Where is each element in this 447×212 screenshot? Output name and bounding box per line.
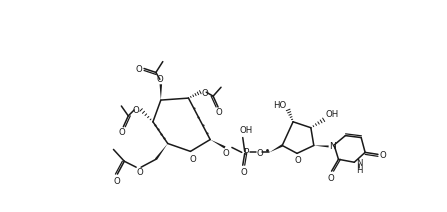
Polygon shape bbox=[314, 145, 329, 148]
Text: O: O bbox=[202, 89, 209, 98]
Text: O: O bbox=[216, 108, 223, 117]
Text: O: O bbox=[223, 149, 229, 158]
Text: O: O bbox=[113, 177, 120, 186]
Text: O: O bbox=[295, 156, 301, 165]
Text: O: O bbox=[240, 168, 247, 177]
Text: O: O bbox=[119, 128, 126, 137]
Polygon shape bbox=[210, 139, 226, 149]
Text: OH: OH bbox=[239, 126, 252, 135]
Text: N: N bbox=[329, 142, 336, 151]
Polygon shape bbox=[160, 84, 162, 100]
Polygon shape bbox=[270, 144, 283, 152]
Text: O: O bbox=[327, 174, 334, 183]
Text: O: O bbox=[256, 149, 263, 158]
Text: HO: HO bbox=[273, 100, 286, 110]
Text: O: O bbox=[133, 106, 139, 116]
Text: O: O bbox=[156, 75, 163, 84]
Text: OH: OH bbox=[326, 110, 339, 119]
Text: O: O bbox=[137, 168, 143, 177]
Text: O: O bbox=[380, 151, 386, 160]
Text: O: O bbox=[136, 65, 143, 74]
Text: N: N bbox=[356, 159, 363, 168]
Text: O: O bbox=[189, 155, 196, 164]
Polygon shape bbox=[155, 144, 168, 160]
Text: P: P bbox=[243, 148, 249, 157]
Text: H: H bbox=[356, 166, 363, 175]
